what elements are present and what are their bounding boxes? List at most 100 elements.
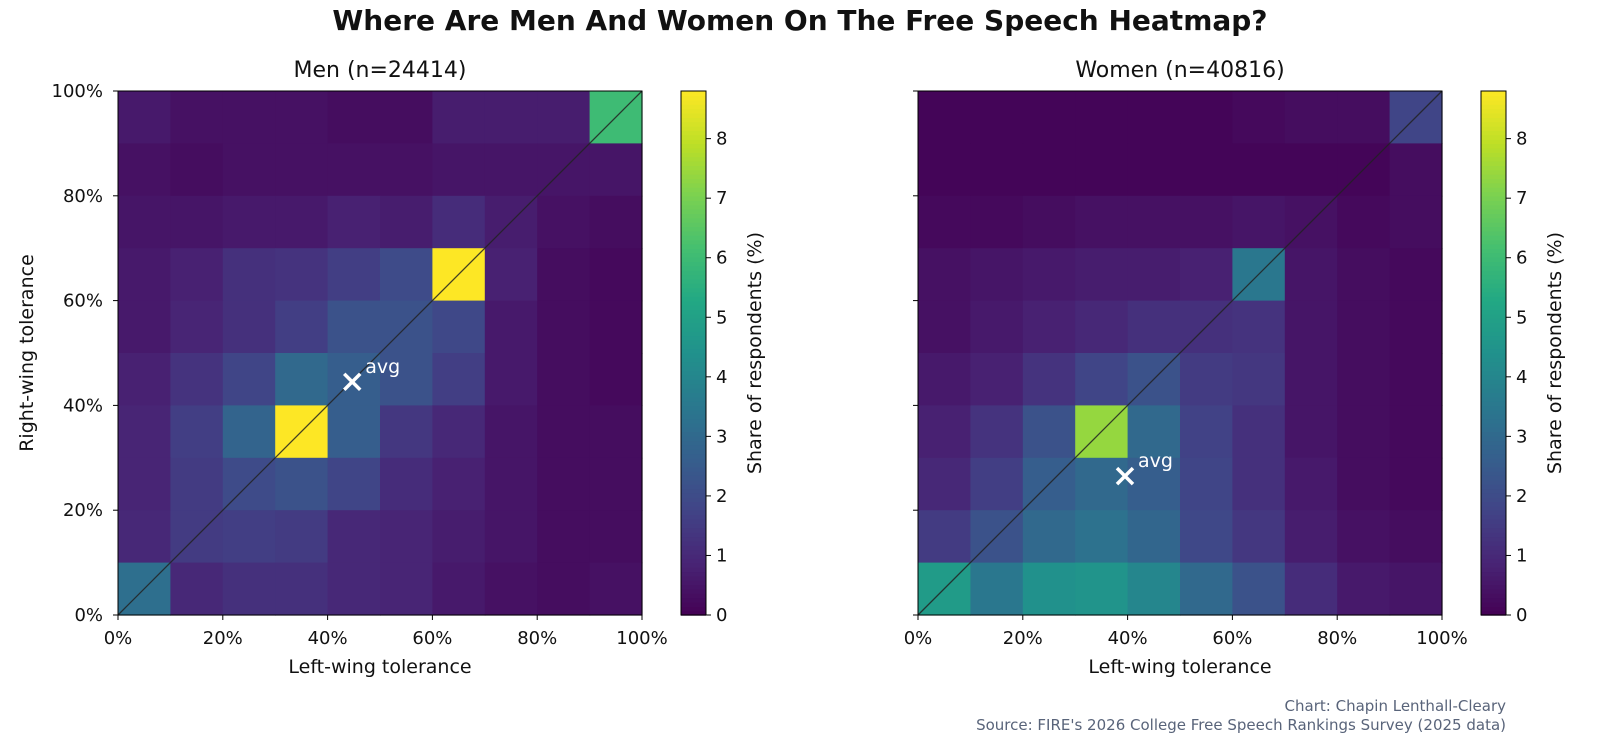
women-colorbar-segment [1481, 261, 1506, 267]
women-colorbar-segment [1481, 130, 1506, 136]
men-heatmap-cell [170, 405, 224, 459]
men-colorbar-segment [681, 545, 706, 551]
men-colorbar-segment [681, 95, 706, 101]
women-colorbar-segment [1481, 370, 1506, 376]
women-colorbar-segment [1481, 479, 1506, 485]
women-heatmap-cell [1180, 457, 1233, 511]
men-colorbar-segment [681, 213, 706, 219]
women-colorbar-segment [1481, 318, 1506, 324]
women-colorbar-segment [1481, 165, 1506, 171]
men-y-tick-label: 60% [63, 291, 103, 312]
women-heatmap-cell [970, 457, 1024, 511]
men-heatmap-cell [589, 457, 643, 511]
women-colorbar-segment [1481, 444, 1506, 450]
women-heatmap-cell [1389, 405, 1443, 459]
women-colorbar-segment [1481, 470, 1506, 476]
men-heatmap-cell [484, 353, 538, 406]
women-colorbar-segment [1481, 309, 1506, 315]
men-heatmap-cell [118, 405, 171, 459]
men-heatmap-cell [275, 300, 329, 354]
women-colorbar-segment [1481, 270, 1506, 276]
men-colorbar-segment [681, 527, 706, 533]
women-colorbar-segment [1481, 405, 1506, 411]
women-colorbar-segment [1481, 287, 1506, 293]
women-colorbar-segment [1481, 121, 1506, 127]
women-colorbar-segment [1481, 226, 1506, 232]
women-colorbar-segment [1481, 409, 1506, 415]
women-colorbar-segment [1481, 475, 1506, 481]
men-y-axis-label: Right-wing tolerance [16, 254, 38, 452]
women-heatmap-cell [1389, 457, 1443, 511]
men-colorbar-segment [681, 571, 706, 577]
women-colorbar-segment [1481, 449, 1506, 455]
women-colorbar-segment [1481, 566, 1506, 573]
men-colorbar: 0 1 2 3 4 5 6 7 8 Share of respondents (%) [680, 90, 766, 626]
women-heatmap-cell [1232, 510, 1286, 564]
women-colorbar-segment [1481, 497, 1506, 503]
women-heatmap-cell [918, 143, 971, 197]
men-colorbar-tick-label: 6 [716, 248, 727, 269]
men-colorbar-segment [681, 597, 706, 603]
men-colorbar-segment [681, 409, 706, 415]
men-colorbar-segment [681, 173, 706, 180]
men-heatmap-cell [484, 91, 538, 144]
men-colorbar-segment [681, 239, 706, 245]
women-heatmap-cell [1075, 195, 1129, 249]
men-diagonal-line [117, 90, 643, 616]
women-x-tick-label: 20% [1003, 628, 1043, 649]
women-heatmap-cell [1232, 300, 1286, 354]
women-colorbar-segment [1481, 532, 1506, 538]
women-x-tick-label: 0% [904, 628, 933, 649]
men-colorbar-segment [681, 156, 706, 162]
men-heatmap-cell [537, 405, 591, 459]
women-colorbar-segment [1481, 304, 1506, 311]
men-colorbar-segment [681, 466, 706, 472]
men-x-tick-label: 60% [412, 628, 452, 649]
women-colorbar-segment [1481, 230, 1506, 236]
women-colorbar-segment [1481, 523, 1506, 529]
men-colorbar-segment [681, 195, 706, 201]
men-heatmap-cell [170, 562, 224, 616]
women-colorbar-segment [1481, 195, 1506, 201]
men-heatmap-cell [537, 562, 591, 616]
women-heatmap-cell [970, 300, 1024, 354]
women-heatmap-cell [1127, 510, 1181, 564]
men-colorbar-segment [681, 510, 706, 516]
men-colorbar-segment [681, 261, 706, 267]
women-heatmap-cell [1337, 510, 1391, 564]
women-colorbar-segment [1481, 593, 1506, 599]
women-colorbar-tick-label: 8 [1516, 129, 1527, 150]
men-colorbar-segment [681, 152, 706, 158]
men-colorbar-segment [681, 593, 706, 599]
women-heatmap-cell [918, 248, 971, 302]
men-heatmap-cell [432, 405, 486, 459]
women-heatmap-cell [1075, 143, 1129, 197]
women-colorbar-segment [1481, 160, 1506, 166]
women-heatmap-cell [1180, 195, 1233, 249]
women-colorbar-segment [1481, 462, 1506, 468]
women-colorbar-segment [1481, 187, 1506, 193]
men-colorbar-segment [681, 256, 706, 262]
women-colorbar-segment [1481, 239, 1506, 245]
women-heatmap-cell [1022, 91, 1076, 144]
women-heatmap-cell [1075, 91, 1129, 144]
men-colorbar-segment [681, 252, 706, 258]
women-colorbar-tick-label: 4 [1516, 367, 1527, 388]
men-heatmap-cell [118, 143, 171, 197]
men-heatmap-cell [380, 562, 433, 616]
men-colorbar-segment [681, 208, 706, 214]
women-heatmap-cell [1075, 300, 1129, 354]
men-colorbar-segment [681, 243, 706, 249]
men-y-tick-label: 20% [63, 500, 103, 521]
men-heatmap-cell [170, 143, 224, 197]
women-heatmap-cell [1022, 353, 1076, 406]
men-heatmap-cell [222, 300, 276, 354]
men-colorbar-segment [681, 449, 706, 455]
men-colorbar-segment [681, 414, 706, 420]
men-colorbar-segment [681, 392, 706, 398]
men-colorbar-segment [681, 287, 706, 293]
women-heatmap-cell [1127, 143, 1181, 197]
women-colorbar-segment [1481, 339, 1506, 345]
women-colorbar-tick-label: 6 [1516, 248, 1527, 269]
men-colorbar-segment [681, 422, 706, 428]
